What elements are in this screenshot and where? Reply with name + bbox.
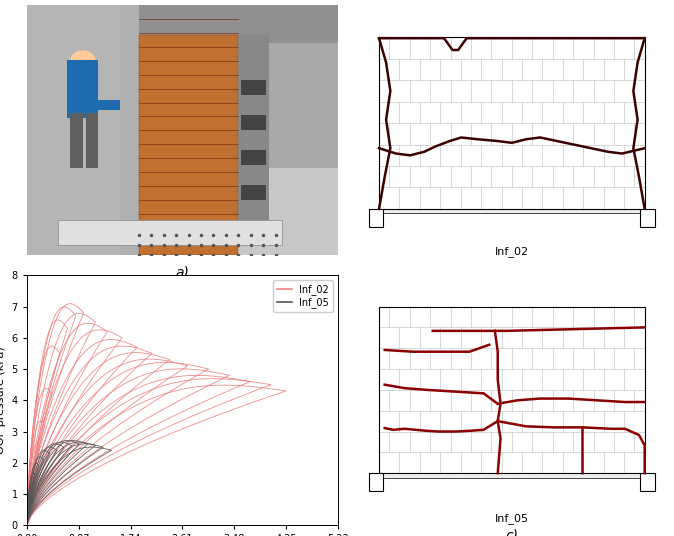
Bar xyxy=(27,5,135,255)
Bar xyxy=(71,113,83,168)
Bar xyxy=(379,307,644,473)
Bar xyxy=(241,80,266,95)
Bar xyxy=(640,209,654,227)
Bar xyxy=(27,5,338,43)
Bar xyxy=(369,209,654,213)
Circle shape xyxy=(71,50,95,70)
Bar xyxy=(241,150,266,165)
Bar xyxy=(241,115,266,130)
Y-axis label: OOP pressure (kPa): OOP pressure (kPa) xyxy=(0,346,6,454)
Bar xyxy=(379,38,644,209)
Bar xyxy=(58,220,282,245)
Text: c): c) xyxy=(506,528,518,536)
Bar xyxy=(27,168,338,255)
Bar xyxy=(98,100,120,110)
Legend: Inf_02, Inf_05: Inf_02, Inf_05 xyxy=(273,280,333,312)
Polygon shape xyxy=(139,35,239,255)
Bar xyxy=(640,473,654,490)
Bar xyxy=(120,5,139,255)
Text: Inf_02: Inf_02 xyxy=(495,247,529,257)
Bar xyxy=(67,61,98,118)
Bar xyxy=(241,185,266,200)
Text: a): a) xyxy=(175,265,189,279)
Bar xyxy=(369,473,654,478)
Bar xyxy=(369,209,384,227)
Bar xyxy=(379,307,644,473)
Bar xyxy=(86,113,98,168)
Text: Inf_05: Inf_05 xyxy=(495,513,529,524)
Bar xyxy=(379,38,644,209)
Bar xyxy=(239,35,270,225)
Bar xyxy=(369,473,384,490)
